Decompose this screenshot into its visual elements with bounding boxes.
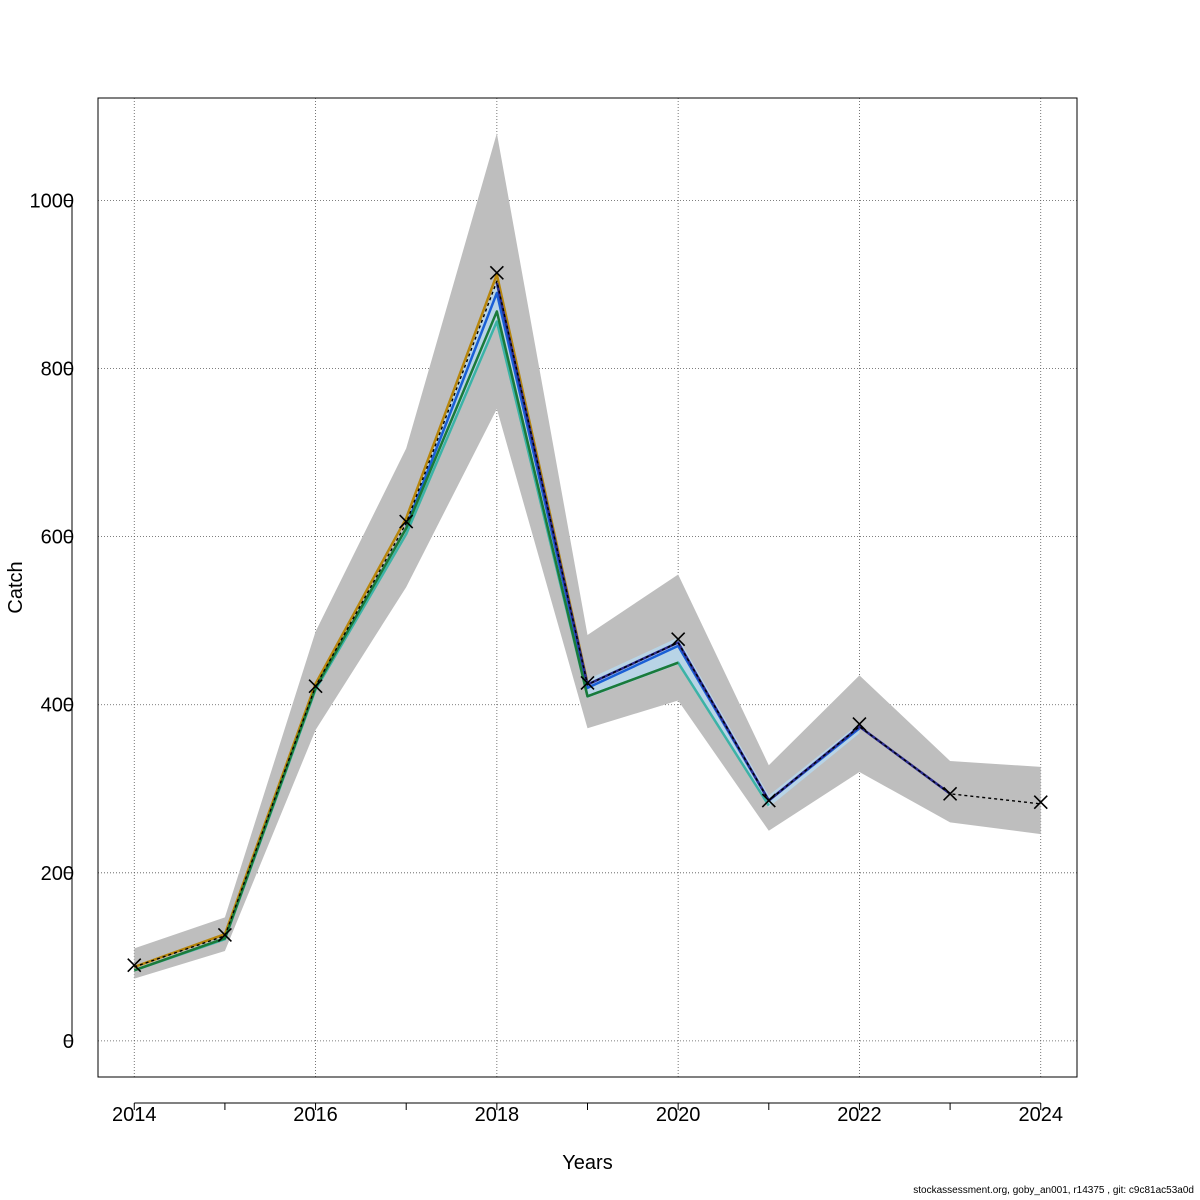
observed-point — [852, 716, 867, 732]
axes: 2014 2016 2018 2020 2022 2024 0 200 400 600 800 100… — [30, 191, 1063, 1126]
observed-point — [127, 958, 142, 973]
x-tick-label: 2024 — [1018, 1104, 1063, 1126]
plot-frame — [97, 97, 1078, 1078]
x-tick-label: 2014 — [112, 1104, 157, 1126]
y-tick-label: 0 — [63, 1031, 74, 1053]
footer-credit: stockassessment.org, goby_an001, r14375 … — [913, 1185, 1194, 1196]
y-tick-label: 400 — [41, 695, 74, 717]
x-tick-label: 2018 — [475, 1104, 520, 1126]
observed-point — [217, 927, 232, 943]
x-axis-label: Years — [562, 1152, 612, 1174]
x-tick-label: 2022 — [837, 1104, 882, 1126]
y-tick-label: 600 — [41, 527, 74, 549]
y-axis-label: Catch — [5, 561, 27, 613]
confidence-band — [134, 133, 1041, 979]
observed-point — [1033, 795, 1048, 810]
observed-point — [399, 514, 414, 529]
observed-point — [308, 679, 323, 694]
x-tick-label: 2020 — [656, 1104, 701, 1126]
x-tick-label: 2016 — [293, 1104, 338, 1126]
confidence-bands — [134, 133, 1041, 979]
series-line-5 — [133, 310, 679, 972]
series-lines — [133, 273, 1041, 972]
observed-point — [671, 632, 686, 647]
observed-markers — [127, 265, 1048, 973]
y-tick-label: 200 — [41, 863, 74, 885]
observed-point — [761, 793, 776, 808]
series-line-6 — [134, 280, 1041, 968]
observed-point — [489, 265, 504, 280]
y-tick-label: 1000 — [30, 191, 75, 213]
series-line-1 — [133, 273, 589, 969]
grid-lines — [98, 98, 1077, 1077]
observed-point — [580, 675, 595, 690]
y-tick-label: 800 — [41, 359, 74, 381]
estimate-band — [406, 280, 860, 808]
observed-point — [943, 786, 958, 801]
